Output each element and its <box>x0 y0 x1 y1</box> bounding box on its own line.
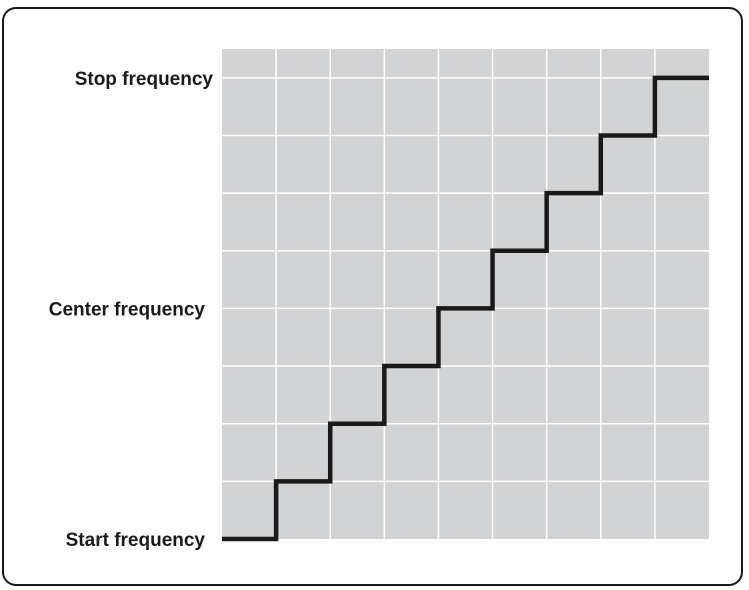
y-tick-label-start-frequency: Start frequency <box>66 530 206 551</box>
y-tick-label-stop-frequency: Stop frequency <box>75 69 214 90</box>
y-tick-label-center-frequency: Center frequency <box>49 299 206 320</box>
step-line <box>222 75 709 542</box>
plot-area <box>222 49 709 539</box>
